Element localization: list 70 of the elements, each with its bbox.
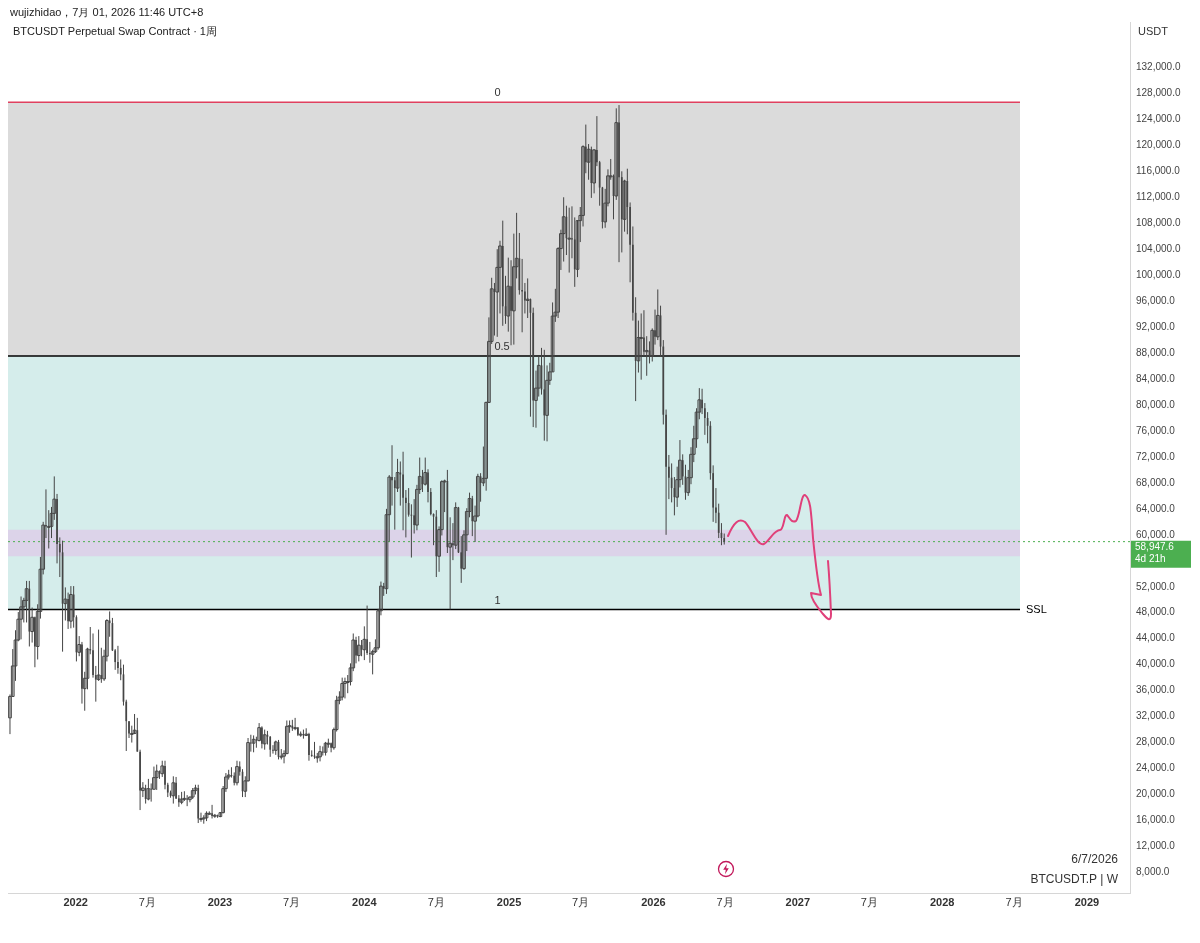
- y-tick-label: 80,000.0: [1136, 398, 1176, 410]
- candlestick: [269, 735, 272, 758]
- x-tick-label: 2028: [929, 896, 955, 909]
- candlestick: [186, 794, 189, 807]
- annotation: 0: [494, 86, 501, 99]
- x-tick-label: 7月: [572, 896, 590, 909]
- x-tick-label: 2025: [496, 896, 522, 909]
- candlestick: [19, 595, 23, 640]
- candlestick: [261, 725, 263, 749]
- chart-title: BTCUSDT Perpetual Swap Contract · 1周: [13, 25, 217, 38]
- ref-line-label: SSL: [1026, 602, 1047, 615]
- y-axis-title: USDT: [1138, 25, 1169, 38]
- y-tick-label: 68,000.0: [1136, 476, 1176, 488]
- x-tick-label: 7月: [138, 896, 156, 909]
- y-tick-label: 96,000.0: [1136, 294, 1176, 306]
- candlestick: [321, 745, 324, 757]
- y-tick-label: 8,000.0: [1136, 866, 1170, 878]
- y-tick-label: 28,000.0: [1136, 736, 1176, 748]
- y-tick-label: 60,000.0: [1136, 528, 1176, 540]
- chart-subtitle: wujizhidao，7月 01, 2026 11:46 UTC+8: [9, 6, 204, 19]
- annotation: 6/7/2026: [1071, 852, 1119, 867]
- candlestick: [543, 349, 546, 442]
- x-tick-label: 2023: [207, 896, 233, 909]
- y-tick-label: 36,000.0: [1136, 684, 1176, 696]
- x-tick-label: 7月: [716, 896, 734, 909]
- x-tick-label: 2022: [63, 896, 88, 909]
- y-tick-label: 128,000.0: [1136, 87, 1181, 99]
- y-tick-label: 84,000.0: [1136, 372, 1176, 384]
- y-tick-label: 32,000.0: [1136, 710, 1176, 722]
- annotation: BTCUSDT.P | W: [1030, 872, 1119, 887]
- y-tick-label: 76,000.0: [1136, 424, 1176, 436]
- y-tick-label: 112,000.0: [1136, 191, 1181, 203]
- y-tick-label: 64,000.0: [1136, 502, 1176, 514]
- y-tick-label: 52,000.0: [1136, 580, 1176, 592]
- y-tick-label: 88,000.0: [1136, 346, 1176, 358]
- y-tick-label: 116,000.0: [1136, 165, 1181, 177]
- candlestick: [501, 220, 504, 327]
- candlestick: [435, 509, 438, 578]
- x-tick-label: 2027: [785, 896, 811, 909]
- candlestick: [590, 146, 593, 199]
- candlestick: [618, 104, 620, 263]
- candlestick: [69, 585, 73, 629]
- y-tick-label: 12,000.0: [1136, 840, 1176, 852]
- y-tick-label: 24,000.0: [1136, 762, 1176, 774]
- y-tick-label: 44,000.0: [1136, 632, 1176, 644]
- y-tick-label: 132,000.0: [1136, 61, 1181, 73]
- candlestick: [308, 732, 310, 762]
- y-tick-label: 40,000.0: [1136, 658, 1176, 670]
- y-tick-label: 48,000.0: [1136, 606, 1176, 618]
- annotation: 1: [494, 593, 501, 606]
- annotation: 0.5: [494, 339, 510, 352]
- y-tick-label: 72,000.0: [1136, 450, 1176, 462]
- y-tick-label: 124,000.0: [1136, 113, 1181, 125]
- ref-line-label: 58,947.6 4d 21h: [1135, 541, 1175, 565]
- candlestick: [28, 580, 31, 647]
- x-tick-label: 2026: [641, 896, 666, 909]
- x-tick-label: 7月: [283, 896, 301, 909]
- x-tick-label: 2024: [352, 896, 378, 909]
- x-tick-label: 7月: [1005, 896, 1023, 909]
- y-tick-label: 120,000.0: [1136, 139, 1181, 151]
- y-tick-label: 20,000.0: [1136, 788, 1176, 800]
- candlestick: [211, 804, 213, 819]
- y-tick-label: 108,000.0: [1136, 216, 1181, 228]
- y-tick-label: 104,000.0: [1136, 242, 1181, 254]
- y-tick-label: 100,000.0: [1136, 268, 1181, 280]
- y-tick-label: 92,000.0: [1136, 320, 1176, 332]
- y-tick-label: 16,000.0: [1136, 814, 1176, 826]
- x-tick-label: 7月: [427, 896, 445, 909]
- x-tick-label: 2029: [1074, 896, 1100, 909]
- x-tick-label: 7月: [860, 896, 878, 909]
